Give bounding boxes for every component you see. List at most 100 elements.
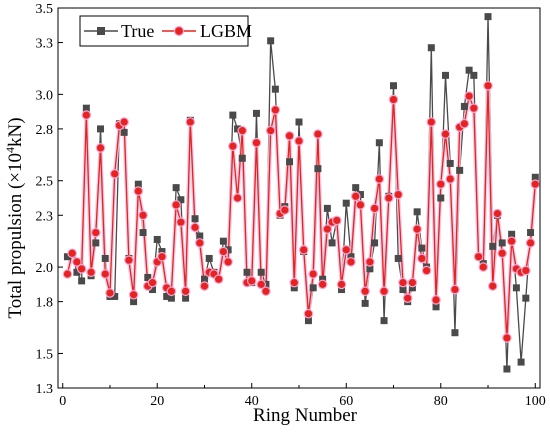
point-true-98	[522, 294, 530, 302]
point-true-64	[361, 299, 369, 307]
point-true-45	[271, 85, 279, 93]
point-lgbm-58	[332, 215, 342, 226]
point-lgbm-40	[246, 276, 257, 286]
point-lgbm-35	[223, 257, 233, 267]
point-lgbm-86	[464, 91, 474, 101]
point-true-61	[347, 253, 355, 261]
y-tick-label-2.3: 2.3	[36, 209, 54, 224]
point-lgbm-4	[76, 264, 87, 274]
point-lgbm-62	[350, 191, 361, 202]
point-true-99	[527, 229, 535, 237]
point-lgbm-9	[100, 269, 111, 279]
point-lgbm-29	[194, 238, 205, 248]
point-lgbm-95	[506, 236, 517, 246]
point-lgbm-30	[199, 281, 210, 291]
point-true-42	[257, 268, 265, 276]
point-true-97	[517, 358, 525, 366]
point-true-53	[309, 284, 317, 292]
point-true-87	[470, 71, 478, 79]
point-true-96	[512, 284, 520, 292]
point-lgbm-27	[185, 117, 196, 127]
point-lgbm-61	[346, 257, 356, 267]
point-true-24	[172, 184, 180, 192]
x-axis-title: Ring Number	[253, 405, 358, 426]
legend-label-true: True	[121, 21, 154, 41]
point-lgbm-80	[435, 179, 446, 189]
point-lgbm-52	[303, 308, 314, 319]
point-lgbm-59	[336, 279, 347, 290]
point-true-23	[167, 294, 175, 302]
point-lgbm-67	[374, 174, 385, 184]
point-true-50	[295, 118, 303, 126]
point-true-75	[413, 208, 421, 216]
point-lgbm-2	[67, 248, 77, 259]
y-axis-title-tail: kN)	[5, 117, 26, 147]
point-lgbm-93	[497, 248, 507, 259]
point-true-30	[200, 275, 208, 283]
x-tick-label-0: 0	[59, 394, 66, 409]
point-true-55	[319, 275, 327, 283]
point-true-79	[432, 303, 440, 311]
point-lgbm-44	[265, 125, 276, 136]
point-lgbm-19	[147, 277, 158, 288]
point-true-57	[328, 239, 336, 247]
point-lgbm-69	[383, 193, 394, 203]
point-lgbm-14	[124, 255, 134, 265]
point-lgbm-7	[91, 227, 101, 238]
point-lgbm-85	[459, 118, 470, 129]
y-axis-title: Total propulsion (×104kN)	[3, 117, 26, 318]
point-lgbm-89	[478, 262, 489, 272]
point-true-91	[489, 242, 497, 250]
y-tick-label-3: 3.0	[36, 88, 54, 103]
point-true-15	[130, 298, 138, 306]
point-true-71	[394, 254, 402, 262]
point-true-1	[63, 253, 71, 261]
tick-labels: 0 20 40 60 80 100 1.3 1.5 1.8 2.0 2.3 2.5 2.8 3.0 3.3 3…	[36, 2, 546, 409]
point-lgbm-100	[530, 179, 541, 189]
legend-label-lgbm: LGBM	[200, 21, 252, 41]
point-true-56	[323, 204, 331, 212]
point-true-63	[356, 191, 364, 199]
y-axis-title-sup: 4	[3, 147, 17, 153]
point-lgbm-11	[109, 169, 120, 179]
point-true-16	[134, 180, 142, 188]
point-lgbm-88	[473, 251, 484, 262]
point-lgbm-77	[421, 265, 432, 276]
point-true-25	[177, 196, 185, 204]
point-true-38	[238, 154, 246, 162]
point-true-67	[375, 139, 383, 147]
point-lgbm-16	[133, 186, 144, 196]
point-lgbm-75	[412, 224, 422, 234]
point-lgbm-98	[521, 265, 531, 276]
point-lgbm-54	[313, 129, 323, 139]
point-true-36	[229, 111, 237, 119]
point-true-70	[390, 82, 398, 90]
x-tick-label-80: 80	[434, 394, 448, 409]
legend-marker-lgbm	[173, 25, 185, 37]
point-true-52	[304, 317, 312, 325]
point-true-66	[371, 239, 379, 247]
point-lgbm-64	[360, 286, 370, 297]
point-true-39	[243, 268, 251, 276]
point-true-78	[427, 44, 435, 52]
point-true-82	[446, 159, 454, 167]
point-true-80	[437, 194, 445, 202]
y-tick-label-3.5: 3.5	[36, 2, 54, 17]
point-lgbm-92	[492, 208, 503, 219]
point-true-26	[182, 294, 190, 302]
point-true-93	[498, 239, 506, 247]
point-lgbm-74	[407, 277, 418, 288]
point-lgbm-3	[72, 257, 82, 267]
point-lgbm-1	[62, 269, 73, 279]
point-true-8	[97, 125, 105, 133]
y-tick-label-1.3: 1.3	[36, 382, 54, 397]
point-lgbm-83	[450, 284, 460, 295]
point-lgbm-10	[105, 288, 115, 298]
point-lgbm-23	[166, 286, 177, 297]
point-lgbm-37	[232, 193, 243, 203]
point-lgbm-63	[355, 200, 366, 210]
point-true-100	[531, 173, 539, 181]
point-true-34	[219, 237, 227, 245]
point-lgbm-15	[128, 289, 139, 300]
